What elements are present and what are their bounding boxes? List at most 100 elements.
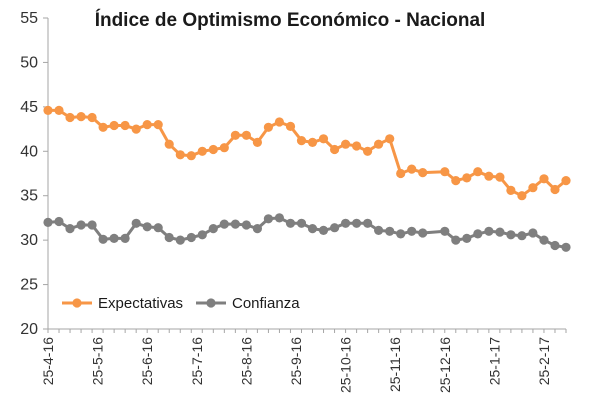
data-point xyxy=(528,183,538,193)
x-tick-label: 25-6-16 xyxy=(139,337,155,385)
data-point xyxy=(330,144,340,155)
data-point xyxy=(76,112,86,122)
data-point xyxy=(274,117,284,127)
data-point xyxy=(330,223,340,233)
data-point xyxy=(561,242,571,252)
y-tick-label: 35 xyxy=(20,188,38,205)
y-tick-label: 50 xyxy=(20,54,38,71)
data-point xyxy=(318,225,329,235)
data-point xyxy=(318,134,329,144)
y-tick-label: 20 xyxy=(20,321,38,338)
data-point xyxy=(252,137,262,147)
data-point xyxy=(561,176,571,186)
data-point xyxy=(506,185,516,195)
x-tick-label: 25-5-16 xyxy=(90,337,106,385)
data-point xyxy=(87,220,97,230)
data-point xyxy=(197,230,207,240)
legend-item-expectativas: Expectativas xyxy=(62,295,183,312)
data-point xyxy=(528,228,538,238)
data-point xyxy=(385,226,395,236)
data-point xyxy=(285,121,296,131)
data-point xyxy=(539,235,549,245)
data-point xyxy=(98,122,108,132)
legend-item-confianza: Confianza xyxy=(196,295,300,312)
x-tick-label: 25-7-16 xyxy=(189,337,205,385)
data-point xyxy=(462,233,472,243)
y-tick-label: 45 xyxy=(20,99,38,116)
x-tick-label: 25-12-16 xyxy=(437,337,453,393)
data-point xyxy=(385,134,395,144)
y-tick-label: 25 xyxy=(20,277,38,294)
data-point xyxy=(440,226,450,236)
legend-label: Confianza xyxy=(232,295,300,312)
data-point xyxy=(164,232,174,243)
data-point xyxy=(109,120,119,131)
data-point xyxy=(219,219,229,229)
data-point xyxy=(230,130,240,140)
chart-title: Índice de Optimismo Económico - Nacional xyxy=(95,9,486,31)
series-layer xyxy=(43,105,571,252)
data-point xyxy=(296,136,307,146)
series-confianza xyxy=(43,213,571,252)
data-point xyxy=(98,234,108,244)
data-point xyxy=(484,226,494,236)
data-point xyxy=(109,233,119,243)
data-point xyxy=(550,184,560,195)
data-point xyxy=(307,224,318,234)
y-tick-label: 30 xyxy=(20,232,38,249)
data-point xyxy=(506,230,516,240)
x-tick-label: 25-10-16 xyxy=(338,337,354,393)
y-tick-label: 40 xyxy=(20,143,38,160)
data-point xyxy=(407,164,417,174)
x-tick-label: 25-8-16 xyxy=(238,337,254,385)
data-point xyxy=(451,235,461,245)
y-axis-ticks: 20 25 30 35 40 45 50 55 xyxy=(20,10,48,338)
data-point xyxy=(230,219,240,229)
legend-marker xyxy=(72,298,82,308)
data-point xyxy=(54,216,64,227)
data-point xyxy=(440,167,450,177)
data-point xyxy=(164,139,174,149)
data-point xyxy=(550,240,560,251)
x-tick-label: 25-9-16 xyxy=(288,337,304,385)
data-point xyxy=(153,223,163,233)
data-point xyxy=(517,231,527,241)
data-point xyxy=(274,213,284,223)
data-point xyxy=(451,176,461,186)
data-point xyxy=(418,168,428,178)
data-point xyxy=(43,217,53,227)
data-point xyxy=(142,120,152,130)
x-axis-ticks: 25-4-16 25-5-16 25-6-16 25-7-16 25-8-16 25-9-… xyxy=(40,329,567,393)
data-point xyxy=(252,224,262,234)
data-point xyxy=(43,105,53,115)
data-point xyxy=(296,218,307,228)
data-point xyxy=(219,143,229,153)
data-point xyxy=(495,227,505,237)
x-tick-label: 25-2-17 xyxy=(536,337,552,385)
data-point xyxy=(374,139,384,149)
legend-label: Expectativas xyxy=(98,295,183,312)
data-point xyxy=(120,233,130,243)
data-point xyxy=(307,137,318,147)
chart-axes xyxy=(47,18,566,330)
data-point xyxy=(241,130,251,140)
data-point xyxy=(462,173,472,183)
data-point xyxy=(65,112,75,123)
data-point xyxy=(396,168,406,179)
data-point xyxy=(396,229,406,239)
legend-marker xyxy=(206,298,216,308)
data-point xyxy=(473,167,483,177)
data-point xyxy=(407,226,417,236)
data-point xyxy=(263,122,273,132)
data-point xyxy=(186,151,196,161)
data-point xyxy=(208,144,218,155)
data-point xyxy=(517,191,527,201)
data-point xyxy=(495,172,505,182)
data-point xyxy=(352,218,362,228)
data-point xyxy=(76,220,86,230)
data-point xyxy=(208,224,218,234)
data-point xyxy=(87,112,97,123)
data-point xyxy=(175,150,185,160)
